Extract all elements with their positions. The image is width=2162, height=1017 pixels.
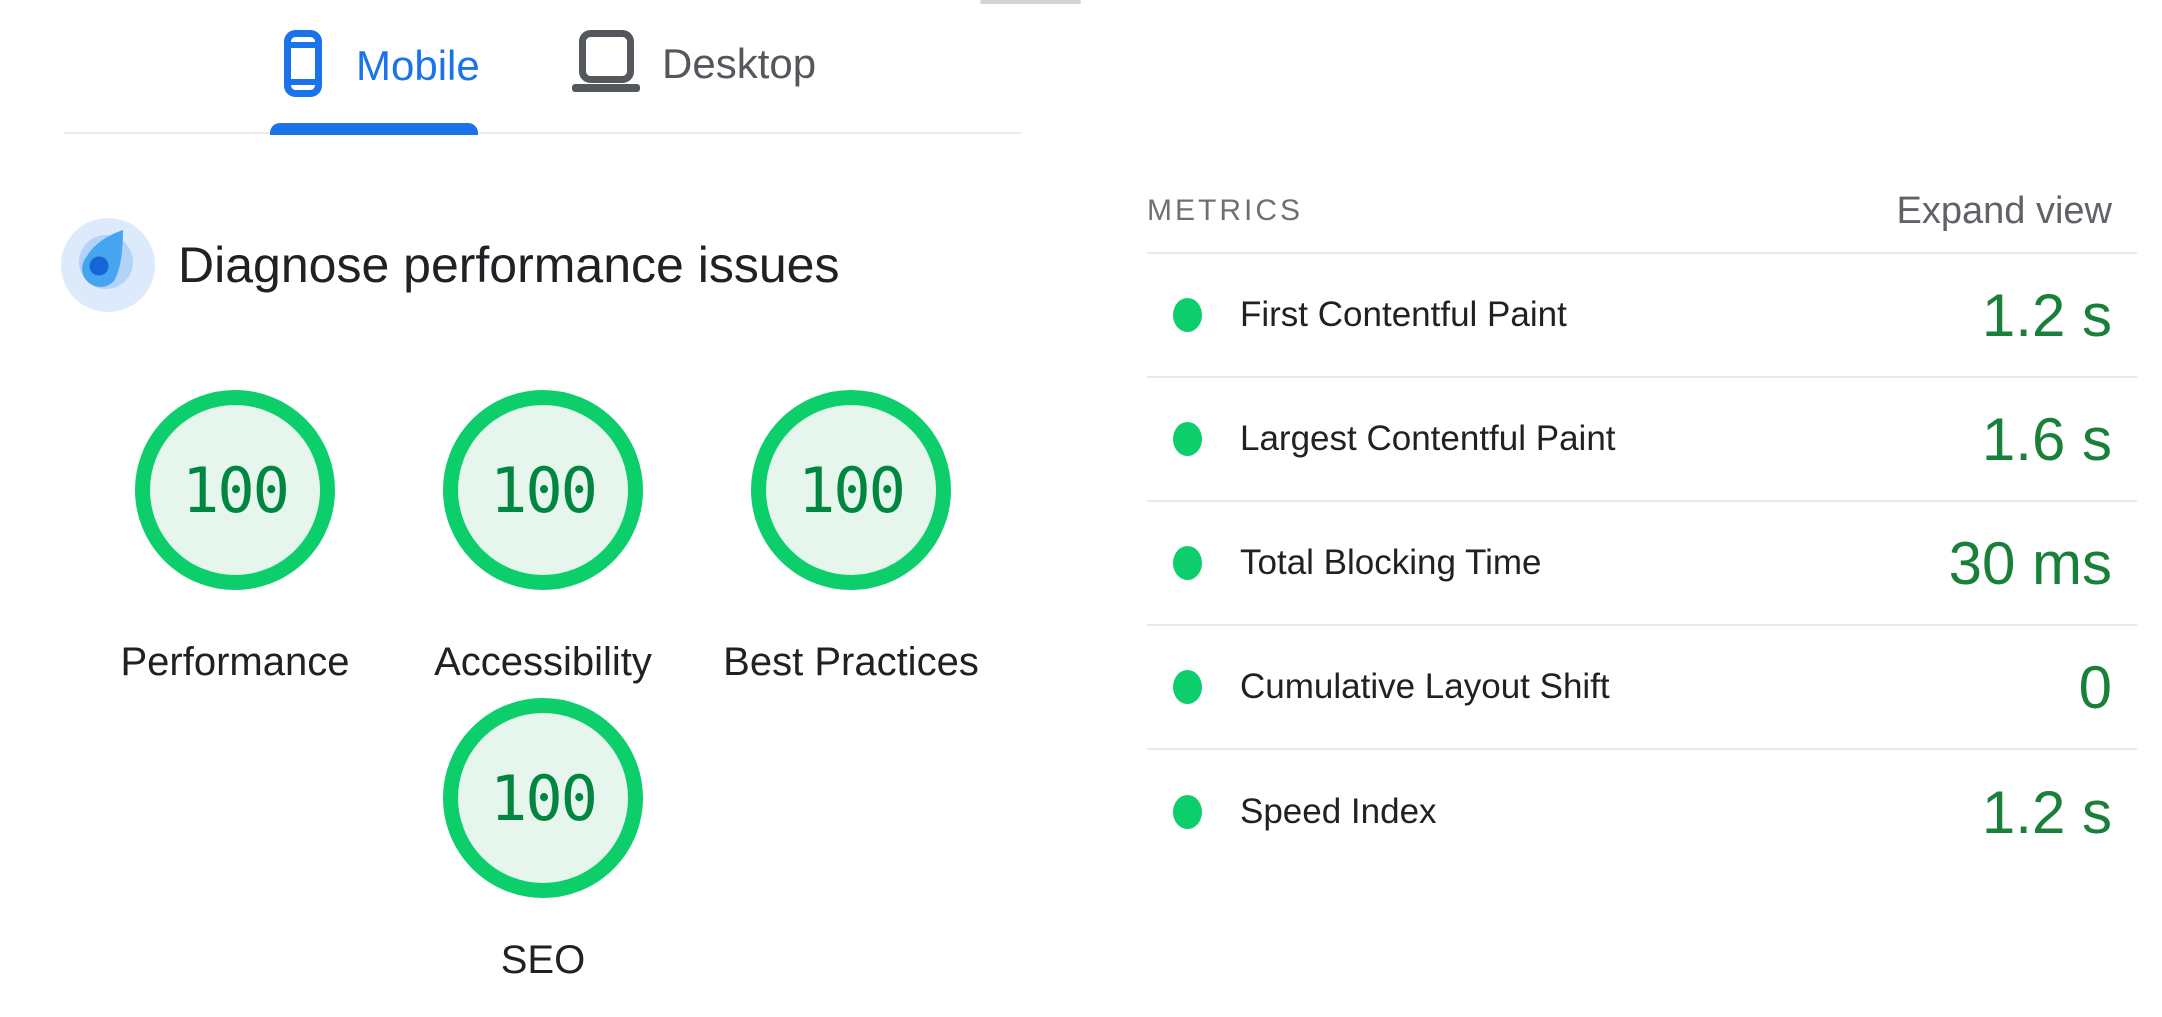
tab-mobile[interactable]: Mobile [284, 30, 480, 102]
tab-desktop-label: Desktop [662, 39, 817, 87]
metric-value: 30 ms [1948, 529, 2112, 597]
tab-desktop[interactable]: Desktop [570, 30, 816, 97]
score-value: 100 [182, 453, 290, 527]
metric-row-cumulative-layout-shift: Cumulative Layout Shift 0 [1147, 626, 2137, 750]
metrics-heading: METRICS [1147, 194, 1303, 227]
metric-row-first-contentful-paint: First Contentful Paint 1.2 s [1147, 254, 2137, 378]
score-label-best-practices: Best Practices [723, 640, 979, 684]
desktop-laptop-icon [570, 30, 642, 97]
score-value: 100 [798, 453, 906, 527]
metric-name: Total Blocking Time [1240, 543, 1542, 582]
tab-mobile-label: Mobile [356, 42, 480, 89]
metric-row-largest-contentful-paint: Largest Contentful Paint 1.6 s [1147, 378, 2137, 502]
tab-bar-divider [64, 132, 1021, 134]
score-gauge-best-practices[interactable]: 100 [751, 390, 951, 590]
good-circle-icon [1173, 670, 1202, 704]
good-circle-icon [1173, 546, 1202, 580]
metric-name: Cumulative Layout Shift [1240, 667, 1610, 706]
score-gauge-performance[interactable]: 100 [135, 390, 335, 590]
cropped-element-edge [980, 0, 1081, 4]
score-label-performance: Performance [120, 640, 350, 684]
metric-name: Largest Contentful Paint [1240, 419, 1616, 458]
metrics-header: METRICS Expand view [1147, 170, 2137, 254]
good-circle-icon [1173, 422, 1202, 456]
page-title: Diagnose performance issues [178, 237, 840, 293]
active-tab-indicator [270, 123, 478, 135]
score-label-accessibility: Accessibility [434, 640, 652, 684]
metric-row-speed-index: Speed Index 1.2 s [1147, 750, 2137, 874]
score-label-seo: SEO [500, 938, 586, 982]
good-circle-icon [1173, 298, 1202, 332]
metric-row-total-blocking-time: Total Blocking Time 30 ms [1147, 502, 2137, 626]
score-value: 100 [490, 761, 598, 835]
metric-value: 1.2 s [1981, 778, 2112, 846]
metric-name: First Contentful Paint [1240, 295, 1567, 334]
metric-value: 1.6 s [1981, 405, 2112, 473]
lighthouse-gauge-icon [61, 218, 155, 317]
metrics-panel: METRICS Expand view First Contentful Pai… [1147, 170, 2137, 874]
expand-view-button[interactable]: Expand view [1896, 189, 2112, 232]
metric-value: 1.2 s [1981, 281, 2112, 349]
good-circle-icon [1173, 795, 1202, 829]
metric-name: Speed Index [1240, 792, 1437, 831]
score-value: 100 [490, 453, 598, 527]
score-gauge-accessibility[interactable]: 100 [443, 390, 643, 590]
score-gauge-seo[interactable]: 100 [443, 698, 643, 898]
mobile-phone-icon [284, 30, 322, 102]
metric-value: 0 [2078, 653, 2112, 721]
